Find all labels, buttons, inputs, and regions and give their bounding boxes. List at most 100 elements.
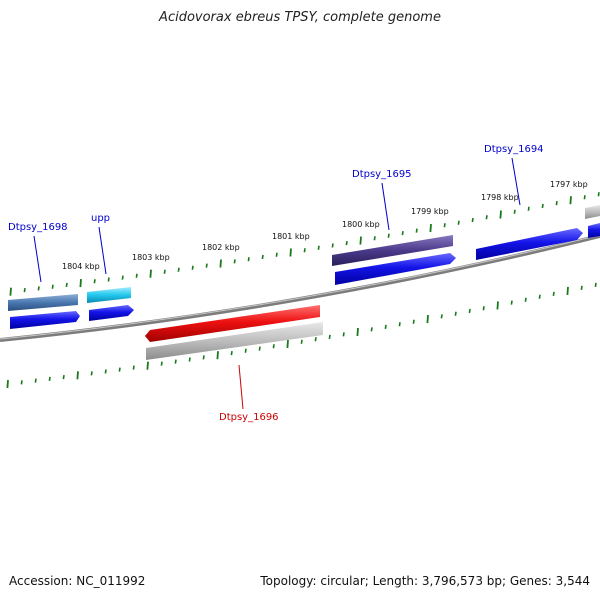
tick-mark <box>566 286 569 295</box>
tick-mark <box>513 209 516 214</box>
tick-mark <box>471 217 474 223</box>
tick-mark <box>398 322 401 327</box>
tick-mark <box>412 319 415 324</box>
tick-mark <box>48 376 51 382</box>
tick-mark <box>233 259 236 264</box>
tick-mark <box>555 200 558 206</box>
tick-mark <box>93 279 96 284</box>
accession-label: Accession: NC_011992 <box>9 574 146 588</box>
tick-mark <box>65 282 68 288</box>
tick-mark <box>454 311 457 316</box>
cds-1694[interactable] <box>476 228 583 260</box>
tick-mark <box>9 287 12 296</box>
tick-mark <box>485 215 488 220</box>
tick-mark <box>496 301 499 310</box>
gene-dtpsy-1696[interactable] <box>145 305 320 342</box>
tick-mark <box>345 240 348 246</box>
gene-label-dtpsy-1695: Dtpsy_1695 <box>352 169 412 180</box>
tick-mark <box>289 248 292 257</box>
tick-mark <box>258 346 261 351</box>
gene-label-dtpsy-1696: Dtpsy_1696 <box>219 412 279 423</box>
tick-mark <box>482 306 485 311</box>
tick-mark <box>524 297 527 302</box>
gene-label-dtpsy-1694: Dtpsy_1694 <box>484 144 544 155</box>
cds-1698[interactable] <box>10 311 80 329</box>
tick-mark <box>317 245 320 250</box>
genome-backbone <box>0 234 600 342</box>
tick-mark <box>359 236 362 245</box>
tick-mark <box>303 248 306 253</box>
cds-1693[interactable] <box>588 223 600 238</box>
gene-label-dtpsy-1698: Dtpsy_1698 <box>8 222 68 233</box>
leader-dtpsy-1695 <box>381 182 390 231</box>
outer-tick-ring <box>9 192 600 296</box>
cds-1695[interactable] <box>335 253 456 285</box>
tick-label-1798: 1798 kbp <box>481 193 519 202</box>
tick-label-1803: 1803 kbp <box>132 253 170 262</box>
tick-label-1804: 1804 kbp <box>62 262 100 271</box>
gene-upp[interactable] <box>87 287 131 303</box>
map-title: Acidovorax ebreus TPSY, complete genome <box>159 10 441 25</box>
tick-mark <box>342 332 345 337</box>
tick-mark <box>440 314 443 319</box>
tick-mark <box>275 252 278 257</box>
tick-mark <box>191 265 194 270</box>
tick-mark <box>160 361 163 366</box>
tick-mark <box>188 357 191 362</box>
tick-mark <box>174 359 177 364</box>
tick-mark <box>216 351 219 360</box>
tick-label-1802: 1802 kbp <box>202 243 240 252</box>
tick-mark <box>244 348 247 353</box>
tick-mark <box>6 379 9 389</box>
tick-mark <box>272 344 275 349</box>
tick-mark <box>597 192 600 197</box>
cds-1696[interactable] <box>146 322 323 360</box>
gene-dtpsy-1695[interactable] <box>332 235 453 266</box>
tick-mark <box>510 300 513 305</box>
tick-mark <box>552 291 555 297</box>
tick-mark <box>594 282 597 288</box>
tick-mark <box>107 277 110 282</box>
tick-mark <box>538 294 541 299</box>
tick-mark <box>499 210 502 219</box>
tick-mark <box>373 236 376 241</box>
tick-mark <box>23 287 26 293</box>
leader-dtpsy-1696 <box>238 364 244 410</box>
tick-mark <box>202 355 205 360</box>
tick-mark <box>34 378 37 383</box>
tick-mark <box>401 230 404 236</box>
tick-mark <box>300 339 303 344</box>
inner-tick-ring <box>6 282 597 389</box>
tick-mark <box>146 361 149 370</box>
tick-mark <box>247 257 250 262</box>
tick-mark <box>527 206 530 211</box>
tick-mark <box>569 196 572 205</box>
gene-dtpsy-1693[interactable] <box>585 205 600 219</box>
tick-mark <box>580 285 583 291</box>
tick-mark <box>163 269 166 274</box>
tick-mark <box>62 374 65 380</box>
tick-mark <box>132 365 135 370</box>
tick-mark <box>387 233 390 238</box>
tick-mark <box>314 337 317 342</box>
tick-label-1799: 1799 kbp <box>411 207 449 216</box>
tick-mark <box>79 279 82 288</box>
tick-mark <box>205 263 208 268</box>
tick-mark <box>121 275 124 280</box>
gene-dtpsy-1698[interactable] <box>8 294 78 311</box>
leader-dtpsy-1698 <box>33 235 42 283</box>
tick-label-1797: 1797 kbp <box>550 180 588 189</box>
gene-label-upp: upp <box>91 213 110 224</box>
tick-label-1800: 1800 kbp <box>342 220 380 229</box>
genome-summary: Topology: circular; Length: 3,796,573 bp… <box>260 574 590 588</box>
cds-upp[interactable] <box>89 305 134 321</box>
tick-mark <box>286 339 289 349</box>
tick-mark <box>219 259 222 268</box>
tick-mark <box>51 284 54 289</box>
tick-mark <box>443 223 446 228</box>
tick-mark <box>541 203 544 209</box>
tick-mark <box>370 327 373 332</box>
tick-mark <box>135 273 138 278</box>
tick-mark <box>328 334 331 340</box>
